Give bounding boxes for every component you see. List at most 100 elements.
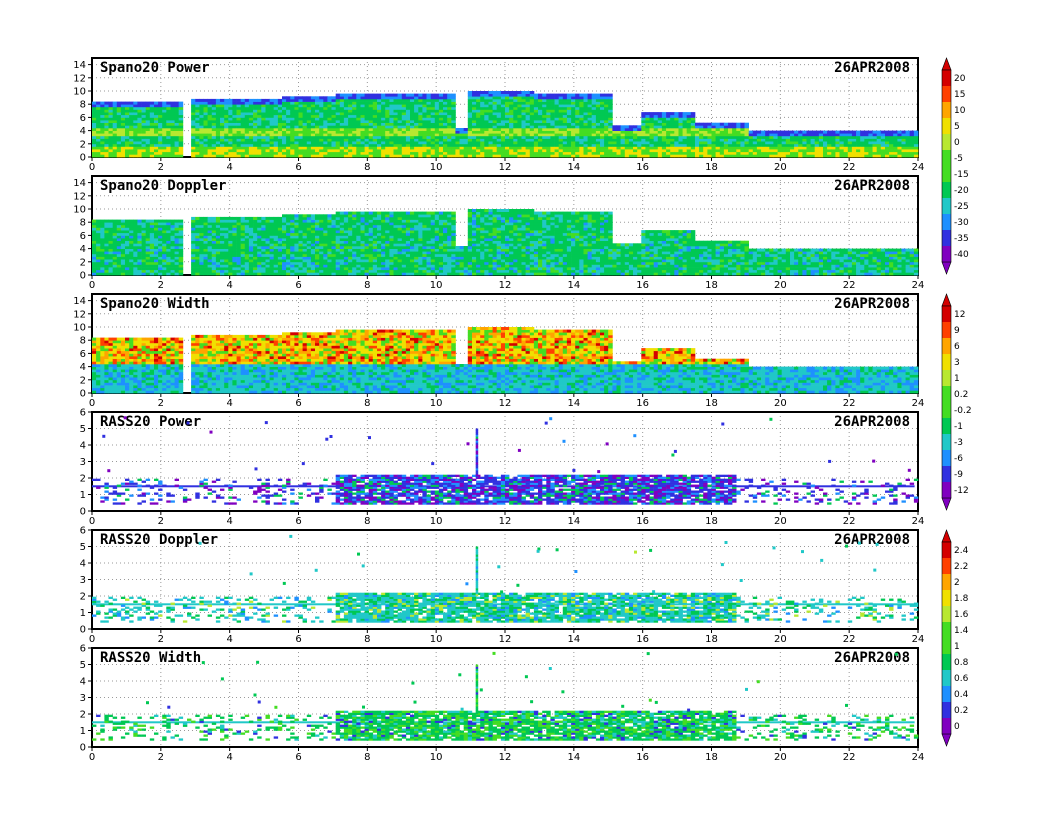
heatmap-cell (434, 122, 440, 126)
heatmap-cell (220, 120, 225, 123)
heatmap-cell (426, 149, 431, 153)
heatmap-cell (323, 149, 328, 153)
heatmap-cell (277, 109, 283, 113)
heatmap-cell (236, 216, 242, 220)
heatmap-cell (315, 104, 320, 108)
heatmap-cell (542, 98, 547, 102)
heatmap-cell (348, 135, 353, 139)
heatmap-cell (306, 267, 312, 271)
heatmap-cell (203, 120, 208, 123)
heatmap-cell (145, 151, 151, 155)
heatmap-cell (343, 117, 349, 121)
heatmap-cell (310, 240, 316, 244)
heatmap-cell (191, 253, 196, 257)
heatmap-cell (220, 128, 225, 131)
heatmap-cell (125, 256, 130, 260)
heatmap-cell (269, 149, 275, 153)
heatmap-cell (170, 125, 175, 129)
heatmap-cell (467, 96, 473, 100)
heatmap-cell (587, 135, 593, 139)
heatmap-cell (476, 122, 481, 126)
heatmap-cell (492, 125, 498, 129)
x-tick-label: 0 (89, 162, 95, 173)
heatmap-cell (257, 256, 262, 260)
heatmap-cell (137, 133, 142, 137)
heatmap-cell (112, 151, 118, 155)
heatmap-cell (290, 232, 295, 236)
heatmap-cell (414, 98, 419, 102)
heatmap-cell (158, 253, 163, 257)
heatmap-cell (137, 246, 142, 249)
heatmap-cell (104, 259, 109, 263)
heatmap-cell (207, 98, 213, 102)
heatmap-cell (612, 125, 617, 129)
heatmap-cell (666, 130, 671, 134)
heatmap-cell (851, 141, 857, 145)
heatmap-cell (162, 143, 167, 147)
heatmap-cell (224, 114, 229, 118)
heatmap-cell (571, 141, 576, 145)
y-tick-label: 12 (73, 73, 86, 84)
heatmap-cell (220, 264, 225, 268)
heatmap-cell (228, 269, 233, 273)
heatmap-cell (521, 104, 526, 108)
heatmap-cell (517, 109, 522, 113)
heatmap-cell (872, 130, 878, 134)
heatmap-cell (513, 117, 518, 121)
heatmap-cell (785, 133, 791, 137)
heatmap-cell (269, 259, 275, 263)
heatmap-cell (616, 138, 621, 142)
heatmap-cell (377, 98, 382, 102)
colorbar-label: -30 (954, 218, 969, 228)
heatmap-cell (224, 117, 229, 121)
heatmap-cell (178, 128, 184, 131)
heatmap-cell (823, 130, 828, 134)
heatmap-cell (191, 224, 196, 228)
heatmap-cell (228, 104, 233, 108)
heatmap-cell (319, 109, 324, 113)
heatmap-cell (170, 243, 175, 247)
heatmap-cell (633, 130, 638, 134)
heatmap-cell (839, 146, 844, 150)
heatmap-cell (306, 248, 312, 252)
heatmap-cell (248, 135, 254, 139)
heatmap-cell (339, 117, 345, 121)
heatmap-cell (364, 117, 370, 121)
heatmap-cell (174, 143, 180, 147)
heatmap-cell (670, 125, 675, 129)
heatmap-cell (484, 96, 489, 100)
heatmap-cell (215, 112, 221, 116)
heatmap-cell (558, 143, 564, 147)
heatmap-cell (236, 235, 242, 239)
heatmap-cell (224, 264, 229, 268)
heatmap-cell (529, 135, 535, 139)
heatmap-cell (339, 154, 345, 158)
heatmap-cell (116, 146, 122, 150)
heatmap-cell (790, 149, 795, 153)
heatmap-cell (290, 267, 295, 271)
heatmap-cell (166, 230, 171, 234)
heatmap-cell (116, 106, 122, 110)
heatmap-cell (302, 272, 308, 276)
heatmap-cell (587, 128, 593, 131)
heatmap-cell (728, 154, 733, 158)
heatmap-cell (339, 125, 345, 129)
heatmap-cell (224, 104, 229, 108)
heatmap-cell (310, 235, 316, 239)
heatmap-cell (162, 261, 167, 265)
heatmap-cell (133, 253, 138, 257)
heatmap-cell (459, 130, 465, 134)
heatmap-cell (137, 222, 142, 226)
heatmap-cell (174, 141, 180, 145)
heatmap-cell (566, 104, 572, 108)
heatmap-cell (149, 151, 155, 155)
heatmap-cell (170, 256, 175, 260)
heatmap-cell (273, 146, 279, 150)
heatmap-cell (872, 151, 878, 155)
heatmap-cell (158, 149, 163, 153)
heatmap-cell (133, 138, 138, 142)
heatmap-cell (108, 235, 113, 239)
heatmap-cell (294, 130, 299, 134)
heatmap-cell (467, 104, 473, 108)
